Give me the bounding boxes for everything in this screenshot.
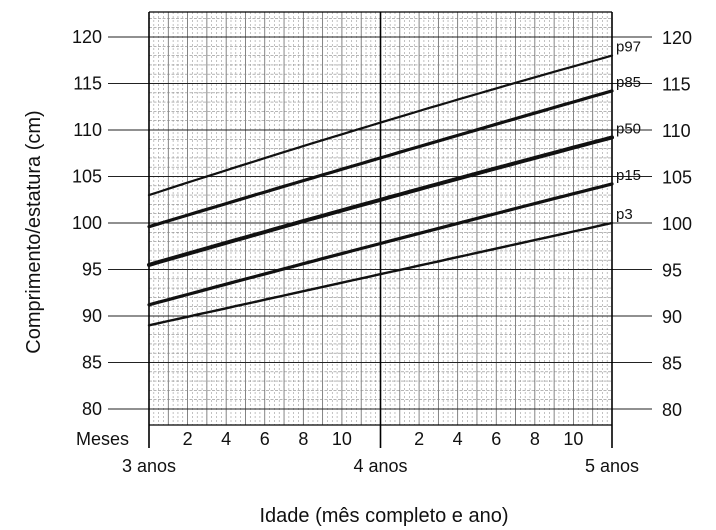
y-tick-label-right: 100 [662, 214, 692, 234]
year-label: 4 anos [353, 456, 407, 476]
month-tick-label: 2 [183, 429, 193, 449]
month-tick-label: 10 [563, 429, 583, 449]
x-axis-label: Idade (mês completo e ano) [259, 505, 508, 527]
series-label-p3: p3 [616, 206, 633, 223]
year-label: 5 anos [585, 456, 639, 476]
y-tick-label-right: 105 [662, 168, 692, 188]
series-line-p3 [147, 221, 614, 327]
month-tick-label: 2 [414, 429, 424, 449]
series-label-p50: p50 [616, 120, 641, 137]
series-label-p85: p85 [616, 74, 641, 91]
y-tick-label-right: 120 [662, 28, 692, 48]
y-tick-label-left: 120 [72, 27, 102, 47]
y-tick-label-right: 95 [662, 261, 682, 281]
y-tick-label-left: 90 [82, 306, 102, 326]
month-tick-label: 4 [221, 429, 231, 449]
month-tick-label: 6 [491, 429, 501, 449]
y-tick-label-right: 110 [662, 121, 691, 141]
axes [148, 11, 613, 448]
y-tick-label-right: 115 [662, 75, 691, 95]
y-tick-label-left: 100 [72, 213, 102, 233]
y-tick-label-right: 85 [662, 354, 682, 374]
series-line-p85 [147, 89, 614, 229]
year-label: 3 anos [122, 456, 176, 476]
y-tick-label-left: 95 [82, 260, 102, 280]
month-tick-label: 8 [530, 429, 540, 449]
month-tick-label: 6 [260, 429, 270, 449]
y-tick-label-left: 115 [73, 74, 102, 94]
month-tick-label: 10 [332, 429, 352, 449]
y-tick-label-left: 85 [82, 353, 102, 373]
y-tick-label-right: 90 [662, 307, 682, 327]
month-tick-label: 4 [453, 429, 463, 449]
months-row-label: Meses [76, 429, 129, 449]
y-axis-label: Comprimento/estatura (cm) [23, 110, 45, 353]
series-lines [147, 54, 614, 327]
series-label-p97: p97 [616, 39, 641, 56]
y-tick-label-left: 105 [72, 167, 102, 187]
y-tick-label-left: 110 [73, 120, 102, 140]
series-label-p15: p15 [616, 167, 641, 184]
y-tick-label-right: 80 [662, 400, 682, 420]
labels: Comprimento/estatura (cm) Idade (mês com… [23, 27, 692, 527]
series-line-p50 [147, 135, 614, 267]
month-tick-label: 8 [298, 429, 308, 449]
series-line-p15 [147, 182, 614, 307]
y-tick-label-left: 80 [82, 399, 102, 419]
series-line-p97 [147, 54, 614, 197]
